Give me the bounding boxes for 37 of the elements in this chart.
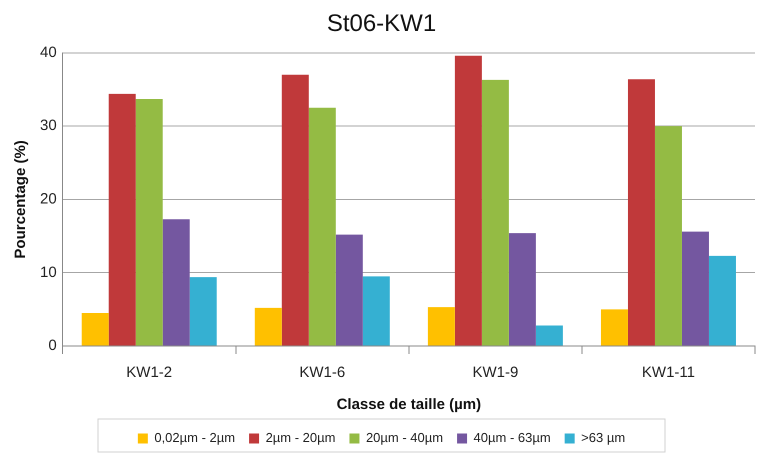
legend-label: 2µm - 20µm bbox=[266, 430, 336, 446]
bar bbox=[708, 256, 736, 346]
bar bbox=[428, 307, 455, 346]
y-tick-label: 40 bbox=[40, 44, 57, 61]
bar bbox=[536, 325, 563, 346]
x-tick-label: KW1-2 bbox=[126, 364, 172, 382]
bar bbox=[254, 308, 282, 346]
bar bbox=[282, 74, 309, 346]
bar bbox=[482, 80, 509, 346]
bar bbox=[454, 56, 482, 346]
bar bbox=[682, 232, 709, 346]
legend-label: 40µm - 63µm bbox=[474, 430, 551, 446]
bar bbox=[108, 94, 136, 346]
y-tick-label: 10 bbox=[40, 264, 57, 281]
legend-label: 20µm - 40µm bbox=[366, 430, 444, 446]
x-tick-label: KW1-11 bbox=[642, 364, 695, 382]
y-axis-title: Pourcentage (%) bbox=[12, 140, 30, 259]
bar bbox=[162, 219, 190, 346]
bar bbox=[336, 234, 363, 346]
legend-label: >63 µm bbox=[581, 430, 626, 446]
y-tick-label: 0 bbox=[48, 337, 57, 354]
bar bbox=[308, 108, 336, 346]
legend-label: 0,02µm - 2µm bbox=[154, 430, 236, 446]
x-axis-title: Classe de taille (µm) bbox=[336, 396, 482, 414]
y-tick-label: 30 bbox=[40, 117, 57, 134]
x-tick-label: KW1-6 bbox=[299, 364, 346, 382]
bar bbox=[628, 79, 655, 346]
bar bbox=[654, 126, 682, 346]
y-tick-label: 20 bbox=[40, 190, 57, 208]
bar bbox=[362, 276, 390, 346]
bar bbox=[190, 277, 217, 346]
chart-title: St06-KW1 bbox=[326, 10, 436, 38]
bar bbox=[136, 98, 163, 346]
bar bbox=[600, 309, 628, 346]
x-tick-label: KW1-9 bbox=[472, 364, 518, 382]
bar bbox=[82, 313, 109, 346]
bar bbox=[508, 233, 536, 346]
